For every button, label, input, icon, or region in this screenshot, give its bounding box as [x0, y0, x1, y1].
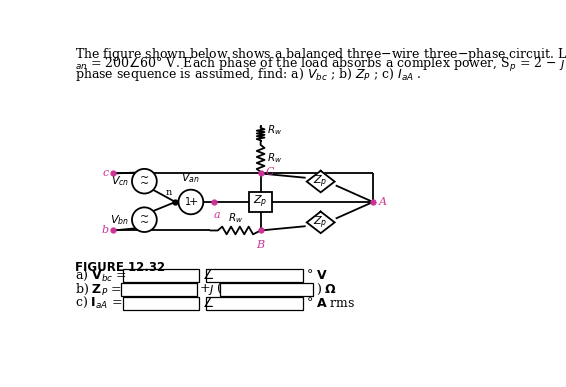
Polygon shape: [307, 212, 335, 233]
Text: n: n: [165, 188, 171, 197]
Text: $\angle$: $\angle$: [201, 296, 213, 310]
Bar: [207, 297, 303, 310]
Bar: [123, 297, 199, 310]
Circle shape: [132, 169, 157, 194]
Text: $V_{cn}$: $V_{cn}$: [110, 174, 129, 188]
Text: a: a: [213, 210, 220, 220]
Text: ~: ~: [140, 218, 149, 228]
Text: c: c: [102, 168, 109, 178]
Text: $V_{an}$: $V_{an}$: [182, 171, 200, 185]
Text: b: b: [102, 225, 109, 235]
Text: A: A: [379, 197, 387, 207]
Bar: [123, 269, 199, 282]
Text: ° $\mathbf{A}$ rms: ° $\mathbf{A}$ rms: [306, 296, 355, 310]
Text: b) $\mathbf{Z}_P$ =: b) $\mathbf{Z}_P$ =: [75, 281, 122, 296]
Text: phase sequence is assumed, find: a) $\mathit{V}_{bc}$ ; b) $\mathit{Z}_P$ ; c) $: phase sequence is assumed, find: a) $\ma…: [75, 67, 421, 84]
Polygon shape: [307, 171, 335, 192]
Text: $Z_p$: $Z_p$: [254, 194, 268, 210]
Text: $V_{bn}$: $V_{bn}$: [110, 213, 129, 227]
Text: The figure shown below shows a balanced three$-$wire three$-$phase circuit. Let : The figure shown below shows a balanced …: [75, 46, 566, 63]
Text: $Z_p$: $Z_p$: [314, 214, 328, 231]
Text: 1: 1: [185, 197, 191, 207]
Text: a) $\mathbf{V}_{bc}$ =: a) $\mathbf{V}_{bc}$ =: [75, 267, 127, 283]
Text: ~: ~: [140, 212, 149, 222]
Text: B: B: [256, 240, 265, 250]
Text: ° $\mathbf{V}$: ° $\mathbf{V}$: [306, 268, 327, 282]
Text: ~: ~: [140, 179, 149, 189]
Text: +$j$ (: +$j$ (: [199, 281, 222, 298]
Bar: [220, 283, 314, 296]
Bar: [207, 269, 303, 282]
Text: $R_w$: $R_w$: [267, 123, 282, 137]
Text: $\angle$: $\angle$: [201, 268, 213, 282]
Text: c) $\mathbf{I}_{aA}$ =: c) $\mathbf{I}_{aA}$ =: [75, 295, 122, 310]
Bar: [121, 283, 197, 296]
Text: +: +: [188, 197, 198, 207]
Text: $Z_p$: $Z_p$: [314, 173, 328, 190]
Text: $R_w$: $R_w$: [228, 211, 243, 225]
Circle shape: [178, 190, 203, 214]
Text: $R_w$: $R_w$: [267, 151, 282, 164]
Circle shape: [132, 207, 157, 232]
Bar: [249, 192, 272, 212]
Text: C: C: [266, 167, 275, 177]
Text: ~: ~: [140, 173, 149, 183]
Text: ) $\mathbf{\Omega}$: ) $\mathbf{\Omega}$: [316, 281, 337, 296]
Text: $_{an}$ = 200$\angle$60° V. Each phase of the load absorbs a complex power, S$_p: $_{an}$ = 200$\angle$60° V. Each phase o…: [75, 57, 566, 74]
Text: FIGURE 12.32: FIGURE 12.32: [75, 261, 165, 274]
